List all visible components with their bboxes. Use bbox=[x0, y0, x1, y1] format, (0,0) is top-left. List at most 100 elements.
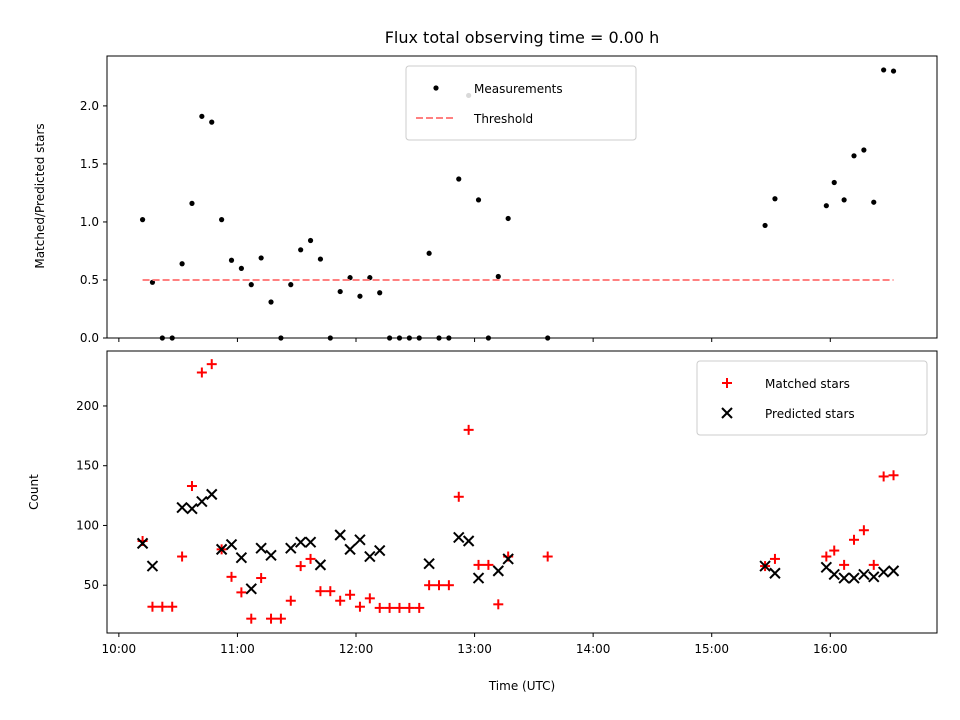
matched-star-marker bbox=[335, 595, 346, 606]
predicted-star-marker bbox=[374, 544, 386, 557]
matched-star-marker bbox=[829, 545, 840, 556]
predicted-star-marker bbox=[334, 529, 346, 541]
predicted-star-marker bbox=[759, 560, 771, 572]
legend-label: Measurements bbox=[474, 82, 563, 96]
measurement-point bbox=[377, 290, 383, 296]
legend-label: Predicted stars bbox=[765, 407, 855, 421]
predicted-star-marker bbox=[245, 583, 257, 595]
measurement-point bbox=[179, 261, 185, 267]
matched-star-marker bbox=[821, 551, 832, 562]
matched-star-marker bbox=[473, 559, 484, 570]
measurement-point bbox=[890, 68, 897, 74]
measurement-point bbox=[505, 215, 511, 222]
matched-star-marker bbox=[196, 367, 207, 378]
predicted-star-marker bbox=[423, 557, 435, 570]
matched-star-marker bbox=[493, 599, 504, 610]
measurement-point bbox=[772, 196, 778, 202]
marker-stroke bbox=[453, 531, 465, 544]
y-tick-label: 50 bbox=[84, 578, 99, 592]
legend: Measurements Threshold bbox=[405, 65, 637, 141]
predicted-star-marker bbox=[344, 543, 356, 556]
marker-stroke bbox=[759, 560, 771, 572]
predicted-star-marker bbox=[354, 534, 366, 546]
axes-frame bbox=[106, 350, 938, 634]
marker-stroke bbox=[196, 495, 208, 508]
y-tick-label: 0.0 bbox=[80, 331, 99, 345]
predicted-star-marker bbox=[838, 572, 850, 584]
matched-star-marker bbox=[839, 559, 850, 570]
matched-star-marker bbox=[463, 424, 474, 435]
matched-star-marker bbox=[434, 580, 444, 591]
marker-stroke bbox=[265, 549, 277, 562]
marker-stroke bbox=[374, 544, 386, 557]
measurement-point bbox=[238, 265, 244, 271]
legend-measurement-marker bbox=[433, 85, 439, 91]
matched-star-marker bbox=[849, 534, 859, 545]
measurement-point bbox=[831, 179, 837, 186]
x-tick-label: 10:00 bbox=[102, 642, 137, 656]
marker-stroke bbox=[255, 542, 267, 554]
measurement-point bbox=[268, 299, 274, 305]
predicted-star-marker bbox=[364, 550, 376, 563]
matched-star-marker bbox=[858, 525, 869, 536]
measurement-point bbox=[495, 273, 501, 280]
measurement-point bbox=[861, 147, 867, 153]
matched-star-marker bbox=[266, 613, 277, 624]
legend-matched-marker bbox=[722, 378, 732, 388]
matched-star-marker bbox=[374, 602, 385, 613]
marker-stroke bbox=[344, 543, 356, 556]
matched-star-marker bbox=[414, 602, 425, 613]
predicted-star-marker bbox=[877, 566, 890, 578]
predicted-star-marker bbox=[255, 542, 267, 554]
matched-star-marker bbox=[453, 491, 464, 502]
matched-star-marker bbox=[157, 601, 168, 612]
matched-star-marker bbox=[275, 613, 286, 624]
matched-star-marker bbox=[256, 573, 267, 584]
marker-stroke bbox=[136, 537, 149, 550]
measurement-point bbox=[139, 217, 146, 223]
marker-stroke bbox=[877, 566, 890, 578]
x-tick-label: 11:00 bbox=[220, 642, 255, 656]
marker-stroke bbox=[186, 503, 198, 515]
marker-stroke bbox=[472, 572, 485, 584]
marker-stroke bbox=[354, 534, 366, 546]
measurement-point bbox=[367, 275, 373, 281]
x-axis-label: Time (UTC) bbox=[488, 679, 555, 693]
measurement-point bbox=[881, 67, 887, 73]
matched-star-marker bbox=[443, 580, 454, 591]
matched-star-marker bbox=[167, 601, 178, 612]
predicted-star-marker bbox=[453, 531, 465, 544]
predicted-star-marker bbox=[868, 571, 880, 583]
y-tick-label: 150 bbox=[76, 459, 99, 473]
legend-box bbox=[405, 65, 637, 141]
marker-stroke bbox=[887, 565, 900, 577]
measurement-point bbox=[456, 176, 462, 182]
matched-star-marker bbox=[147, 601, 158, 612]
x-tick-label: 14:00 bbox=[576, 642, 611, 656]
matched-star-marker bbox=[394, 602, 405, 613]
marker-stroke bbox=[364, 550, 376, 563]
measurement-point bbox=[823, 203, 829, 209]
measurement-point bbox=[307, 237, 314, 244]
legend-box bbox=[696, 360, 928, 436]
marker-stroke bbox=[294, 536, 307, 548]
measurement-point bbox=[337, 288, 343, 295]
legend-label: Matched stars bbox=[765, 377, 850, 391]
top-y-axis-label: Matched/Predicted stars bbox=[33, 123, 47, 268]
predicted-star-marker bbox=[265, 549, 277, 562]
measurement-point bbox=[189, 200, 195, 206]
measurement-point bbox=[851, 153, 857, 159]
marker-stroke bbox=[820, 561, 833, 573]
y-tick-label: 100 bbox=[76, 518, 99, 532]
marker-stroke bbox=[314, 559, 327, 571]
measurement-point bbox=[209, 119, 215, 125]
x-tick-label: 13:00 bbox=[457, 642, 492, 656]
measurement-point bbox=[288, 282, 294, 288]
matched-star-marker bbox=[186, 481, 197, 492]
matched-star-marker bbox=[384, 602, 395, 613]
predicted-star-marker bbox=[225, 538, 238, 551]
predicted-star-marker bbox=[848, 572, 860, 584]
predicted-star-marker bbox=[887, 565, 900, 577]
predicted-star-marker bbox=[206, 488, 218, 501]
